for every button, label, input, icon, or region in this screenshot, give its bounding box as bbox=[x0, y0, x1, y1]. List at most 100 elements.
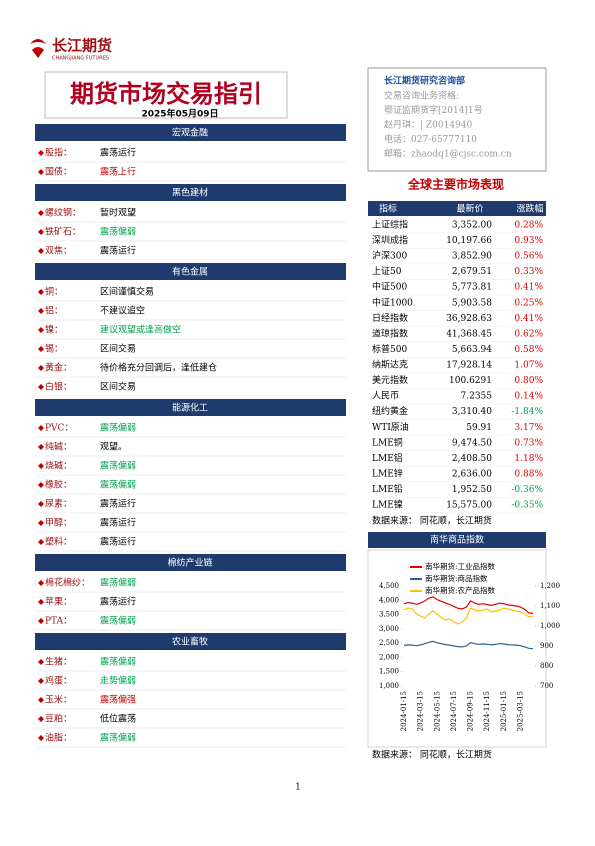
y-tick-label: 4,500 bbox=[379, 582, 399, 590]
item-label: 铜： bbox=[45, 286, 63, 298]
market-title: 全球主要市场表现 bbox=[407, 177, 504, 192]
y2-tick-label: 1,000 bbox=[540, 622, 560, 630]
bullet bbox=[38, 697, 44, 703]
logo-mark bbox=[30, 39, 46, 58]
market-name: 中证1000 bbox=[372, 296, 413, 308]
legend-label: 南华期货:农产品指数 bbox=[425, 585, 496, 595]
market-price: 5,663.94 bbox=[452, 345, 492, 355]
market-price: 3,310.40 bbox=[452, 407, 492, 417]
market-price: 15,575.00 bbox=[446, 501, 492, 511]
item-view: 震荡偏弱 bbox=[100, 422, 136, 434]
market-change: -0.36% bbox=[511, 485, 543, 495]
item-view: 震荡上行 bbox=[100, 166, 136, 178]
item-label: PVC： bbox=[45, 424, 73, 434]
y-tick-label: 3,000 bbox=[379, 625, 399, 633]
y-tick-label: 4,000 bbox=[379, 596, 399, 604]
column-header: 最新价 bbox=[456, 203, 483, 215]
bullet bbox=[38, 618, 44, 624]
item-view: 震荡偏弱 bbox=[100, 460, 136, 472]
market-name: LME镍 bbox=[372, 499, 403, 511]
item-label: 豆粕： bbox=[45, 713, 72, 725]
item-label: 苹果： bbox=[45, 596, 72, 608]
bullet bbox=[38, 365, 44, 371]
item-label: 玉米： bbox=[45, 694, 72, 706]
market-change: 0.88% bbox=[514, 469, 543, 479]
item-view: 震荡偏弱 bbox=[100, 226, 136, 238]
item-view: 震荡偏弱 bbox=[100, 577, 136, 589]
bullet bbox=[38, 678, 44, 684]
section-title: 能源化工 bbox=[172, 402, 208, 414]
item-view: 震荡运行 bbox=[100, 596, 136, 608]
market-change: 0.25% bbox=[514, 298, 543, 308]
item-label: 锡： bbox=[45, 344, 63, 355]
item-label: 白银： bbox=[45, 381, 72, 393]
y2-tick-label: 700 bbox=[540, 682, 553, 690]
market-name: 道琼指数 bbox=[372, 327, 408, 339]
info-line: 鄂证监期货字[2014]1号 bbox=[384, 104, 483, 116]
x-tick-label: 2025-03-15 bbox=[517, 691, 525, 731]
bullet bbox=[38, 425, 44, 431]
market-name: 纽约黄金 bbox=[372, 405, 408, 417]
item-label: 双焦： bbox=[45, 245, 72, 257]
section-title: 农业畜牧 bbox=[172, 636, 208, 648]
market-price: 3,852.90 bbox=[452, 252, 492, 262]
item-view: 震荡运行 bbox=[100, 245, 136, 257]
market-name: 中证500 bbox=[372, 281, 407, 293]
y2-tick-label: 1,200 bbox=[540, 582, 560, 590]
x-tick-label: 2024-09-15 bbox=[467, 691, 475, 731]
source: 数据来源： 同花顺，长江期货 bbox=[372, 515, 492, 527]
bullet bbox=[38, 463, 44, 469]
bullet bbox=[38, 444, 44, 450]
logo: 长江期货 CHANGJIANG FUTURES bbox=[30, 37, 112, 62]
section-title: 黑色建材 bbox=[172, 187, 208, 199]
y2-tick-label: 900 bbox=[540, 642, 553, 650]
item-view: 区间谨慎交易 bbox=[100, 286, 154, 298]
info-line: 赵丹琪：| Z0014940 bbox=[384, 119, 473, 131]
legend-label: 南华期货:工业品指数 bbox=[425, 561, 496, 571]
date: 2025年05月09日 bbox=[141, 108, 218, 120]
market-change: 0.73% bbox=[514, 438, 543, 448]
market-name: LME铝 bbox=[372, 452, 403, 464]
y-tick-label: 1,000 bbox=[379, 682, 399, 690]
y2-tick-label: 1,100 bbox=[540, 602, 560, 610]
market-name: 日经指数 bbox=[372, 312, 408, 324]
bullet bbox=[38, 716, 44, 722]
bullet bbox=[38, 289, 44, 295]
market-change: 0.41% bbox=[514, 283, 543, 293]
market-price: 36,928.63 bbox=[446, 314, 492, 324]
market-change: 0.33% bbox=[514, 267, 543, 277]
market-price: 5,773.81 bbox=[452, 283, 492, 293]
item-label: 镍： bbox=[45, 324, 63, 336]
market-name: LME锌 bbox=[372, 467, 403, 479]
section-bar bbox=[35, 633, 346, 650]
x-tick-label: 2024-05-15 bbox=[433, 691, 441, 731]
bullet bbox=[38, 599, 44, 605]
y-tick-label: 3,500 bbox=[379, 611, 399, 619]
market-change: 1.18% bbox=[514, 454, 543, 464]
market-name: 沪深300 bbox=[372, 250, 407, 262]
title-box bbox=[44, 71, 288, 119]
item-label: 黄金： bbox=[45, 362, 72, 374]
brand: 长江期货 bbox=[52, 37, 112, 55]
item-label: 鸡蛋： bbox=[45, 675, 72, 687]
y2-tick-label: 800 bbox=[540, 662, 553, 670]
market-change: 3.17% bbox=[514, 423, 543, 433]
bullet bbox=[38, 210, 44, 216]
bullet bbox=[38, 482, 44, 488]
market-name: 人民币 bbox=[372, 391, 399, 402]
section-bar bbox=[35, 554, 346, 571]
market-change: 0.62% bbox=[514, 329, 543, 339]
info-line: 交易咨询业务资格: bbox=[384, 90, 459, 102]
market-price: 2,679.51 bbox=[452, 267, 492, 277]
item-view: 震荡运行 bbox=[100, 147, 136, 159]
market-change: -1.84% bbox=[511, 407, 543, 417]
market-change: 0.14% bbox=[514, 392, 543, 402]
section-bar bbox=[35, 263, 346, 280]
legend-label: 南华期货:商品指数 bbox=[425, 573, 488, 583]
source: 数据来源： 同花顺，长江期货 bbox=[372, 749, 492, 761]
bullet bbox=[38, 501, 44, 507]
item-label: 股指： bbox=[45, 147, 72, 159]
bullet bbox=[38, 327, 44, 333]
series-line bbox=[403, 607, 534, 625]
